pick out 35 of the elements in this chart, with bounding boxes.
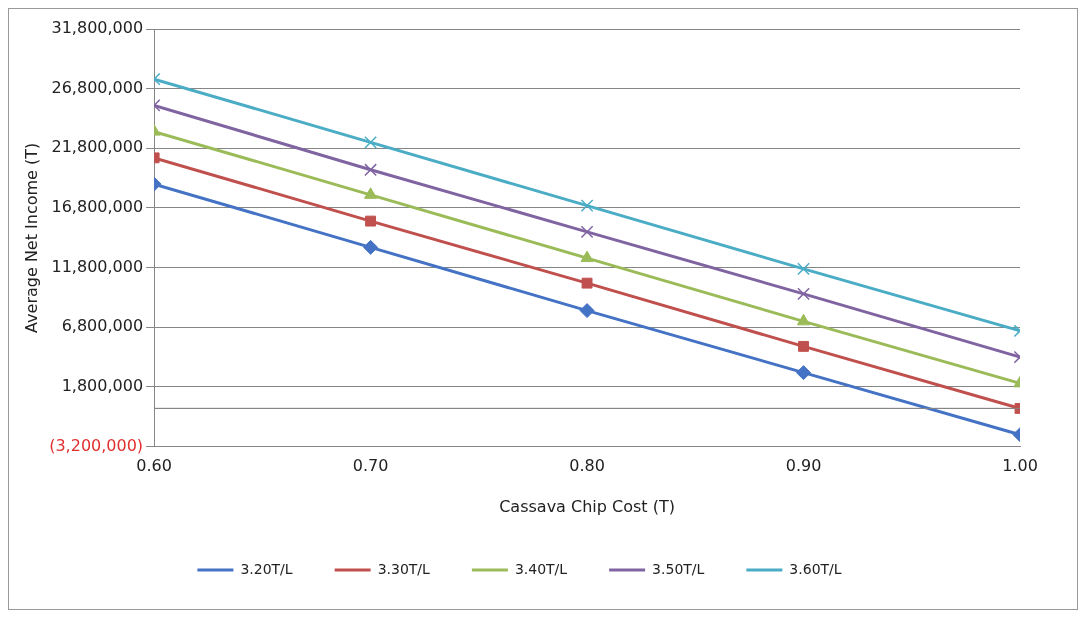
y-tick-label: (3,200,000) <box>49 435 144 455</box>
x-tick-label: 0.70 <box>352 456 389 476</box>
y-tick-label: 1,800,000 <box>61 376 144 396</box>
point <box>797 262 810 276</box>
point <box>363 239 379 255</box>
legend-label: 3.20T/L <box>240 560 293 577</box>
point <box>798 340 809 352</box>
point <box>579 303 595 319</box>
point <box>580 250 594 263</box>
legend-label: 3.30T/L <box>377 560 431 577</box>
y-tick-label: 6,800,000 <box>61 316 144 336</box>
legend-label: 3.60T/L <box>789 560 842 577</box>
y-tick-label: 31,800,000 <box>51 18 144 38</box>
legend-label: 3.40T/L <box>514 560 568 577</box>
point <box>364 163 377 177</box>
x-tick-label: 1.00 <box>1002 456 1038 476</box>
y-tick-label: 26,800,000 <box>51 77 144 97</box>
point <box>797 287 810 301</box>
legend-label: 3.50T/L <box>652 560 705 577</box>
x-tick-label: 0.90 <box>785 456 822 476</box>
y-tick-label: 16,800,000 <box>51 197 144 217</box>
point <box>796 313 811 326</box>
point <box>365 215 377 227</box>
point <box>364 135 377 149</box>
point <box>581 277 593 289</box>
point <box>796 365 812 381</box>
point <box>580 199 594 212</box>
y-tick-label: 21,800,000 <box>51 137 144 157</box>
point <box>364 187 378 199</box>
point <box>580 225 594 239</box>
x-axis-title: Cassava Chip Cost (T) <box>499 496 675 516</box>
y-axis-title: Average Net Income (T) <box>21 142 41 333</box>
x-tick-label: 0.60 <box>136 456 172 476</box>
x-tick-label: 0.80 <box>569 456 605 476</box>
y-tick-label: 11,800,000 <box>51 256 144 276</box>
